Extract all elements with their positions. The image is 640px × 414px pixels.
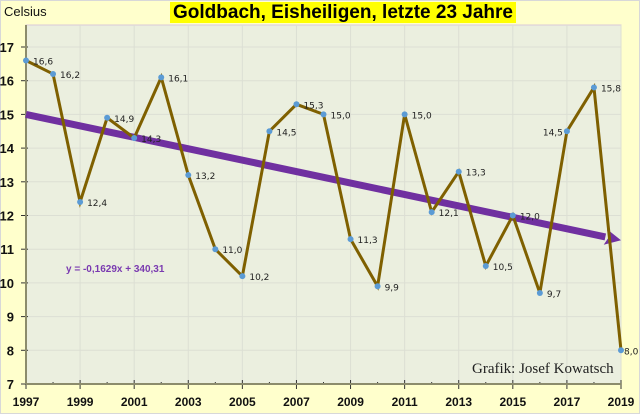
data-point <box>455 168 462 175</box>
x-tick-label: 2013 <box>445 395 472 409</box>
x-tick-label: 2019 <box>608 395 635 409</box>
data-label: 12,1 <box>439 209 459 219</box>
y-axis-label: Celsius <box>4 4 47 19</box>
data-point <box>347 236 354 243</box>
data-point <box>482 263 489 270</box>
x-tick-label: 2001 <box>121 395 148 409</box>
data-label: 12,0 <box>520 213 540 223</box>
data-label: 14,5 <box>543 128 563 138</box>
data-label: 15,0 <box>331 111 351 121</box>
x-tick-label: 2015 <box>499 395 526 409</box>
data-label: 15,8 <box>601 84 621 94</box>
data-label: 16,1 <box>168 74 188 84</box>
data-label: 14,9 <box>114 115 134 125</box>
x-tick-label: 2005 <box>229 395 256 409</box>
data-label: 15,3 <box>303 101 323 111</box>
data-label: 9,7 <box>547 290 561 300</box>
y-tick-label: 15 <box>0 107 14 122</box>
data-label: 10,5 <box>493 263 513 273</box>
data-point <box>428 209 435 216</box>
data-point <box>266 128 273 135</box>
data-label: 12,4 <box>87 199 107 209</box>
y-tick-label: 11 <box>0 242 14 257</box>
data-label: 14,5 <box>276 128 296 138</box>
data-point <box>50 70 57 77</box>
x-tick-label: 2003 <box>175 395 202 409</box>
data-label: 16,6 <box>33 57 53 67</box>
y-tick-label: 17 <box>0 40 14 55</box>
gridlines <box>26 25 622 384</box>
x-tick-label: 2009 <box>337 395 364 409</box>
data-point <box>23 57 29 64</box>
data-label: 10,2 <box>249 273 269 283</box>
trend-equation: y = -0,1629x + 340,31 <box>66 264 165 275</box>
data-point <box>158 74 165 81</box>
x-tick-labels: 1997 1999 2001 2003 2005 2007 2009 2011 2013 2015… <box>13 395 635 409</box>
data-point <box>212 246 219 253</box>
trendline-shaft <box>25 111 607 241</box>
axes <box>21 25 622 389</box>
y-tick-label: 9 <box>7 310 14 325</box>
y-tick-label: 16 <box>0 74 14 89</box>
y-tick-label: 14 <box>0 141 15 156</box>
y-tick-label: 7 <box>7 377 14 392</box>
data-point <box>293 101 300 108</box>
data-point <box>536 290 543 297</box>
x-tick-label: 1997 <box>13 395 40 409</box>
x-tick-label: 2007 <box>283 395 310 409</box>
data-markers <box>23 57 624 354</box>
data-point <box>320 111 327 118</box>
y-tick-label: 12 <box>0 209 14 224</box>
y-tick-labels: 7 8 9 10 11 12 13 14 15 16 17 <box>0 40 15 392</box>
data-point <box>401 111 408 118</box>
data-label: 13,2 <box>195 172 215 182</box>
data-point <box>509 212 516 219</box>
x-tick-label: 2017 <box>554 395 581 409</box>
data-point <box>239 273 246 280</box>
data-point <box>104 114 111 121</box>
y-tick-label: 13 <box>0 175 14 190</box>
y-tick-label: 8 <box>7 343 14 358</box>
data-point <box>563 128 570 135</box>
data-label: 13,3 <box>466 169 486 179</box>
data-point <box>131 134 138 141</box>
data-point <box>590 84 597 91</box>
data-labels: 16,6 16,2 12,4 14,9 14,3 16,1 13,2 11,0 10,2 14,5… <box>33 57 639 357</box>
data-point <box>77 199 84 206</box>
data-label: 14,3 <box>141 135 161 145</box>
plot-area <box>25 24 622 385</box>
data-point <box>374 283 381 290</box>
data-label: 15,0 <box>412 111 432 121</box>
credit-annotation: Grafik: Josef Kowatsch <box>472 361 614 377</box>
chart-title: Goldbach, Eisheiligen, letzte 23 Jahre <box>170 2 516 23</box>
x-tick-label: 1999 <box>67 395 94 409</box>
data-point <box>618 347 624 354</box>
data-label: 11,0 <box>222 246 242 256</box>
data-label: 11,3 <box>358 236 378 246</box>
data-point <box>185 172 192 179</box>
data-label: 8,0 <box>624 347 639 357</box>
y-tick-label: 10 <box>0 276 14 291</box>
data-label: 16,2 <box>60 71 80 81</box>
x-tick-label: 2011 <box>392 395 418 409</box>
data-label: 9,9 <box>385 283 400 293</box>
